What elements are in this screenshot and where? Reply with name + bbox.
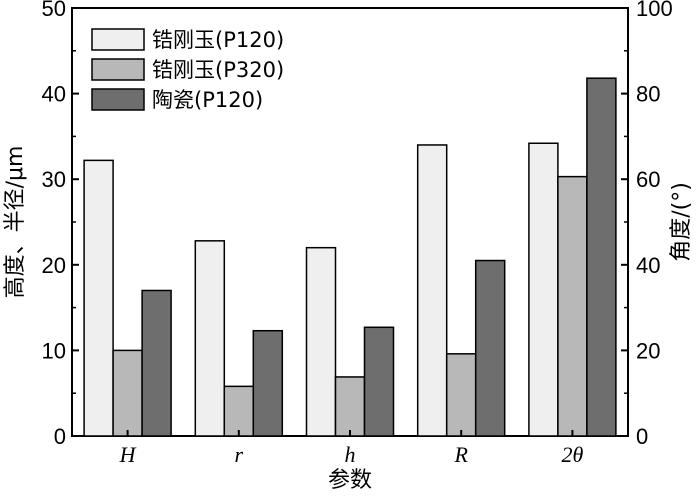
right-axis: 0 20 40 60 80 100 — [621, 0, 673, 449]
x-tick-label-3: R — [453, 442, 468, 467]
left-tick-label-3: 30 — [42, 167, 66, 192]
bar-2-0 — [305, 246, 337, 437]
bar-4-1 — [557, 175, 588, 437]
x-tick-label-0: H — [119, 442, 137, 467]
right-tick-label-2: 40 — [636, 253, 660, 278]
legend-swatch-1 — [91, 58, 145, 81]
left-tick-label-1: 10 — [42, 338, 66, 363]
legend-swatch-2 — [91, 88, 145, 111]
bar-2-2 — [363, 326, 395, 437]
legend-label-0: 锆刚玉(P120) — [152, 28, 284, 52]
y-axis-title: 高度、半径/μm — [3, 146, 28, 299]
right-tick-label-0: 0 — [636, 424, 648, 449]
bar-1-0 — [194, 240, 226, 437]
bar-0-1 — [112, 349, 143, 437]
right-tick-label-4: 80 — [636, 82, 660, 107]
bar-3-2 — [474, 259, 506, 437]
bar-1-2 — [252, 329, 284, 437]
left-tick-label-5: 50 — [42, 0, 66, 21]
bar-0-0 — [83, 159, 114, 437]
bar-3-0 — [416, 144, 448, 437]
x-axis-title: 参数 — [328, 468, 372, 493]
left-axis: 0 10 20 30 40 50 — [42, 0, 79, 449]
bar-4-0 — [528, 142, 559, 437]
legend: 锆刚玉(P120) 锆刚玉(P320) 陶瓷(P120) — [91, 28, 284, 112]
left-tick-label-2: 20 — [42, 253, 66, 278]
x-tick-label-2: h — [345, 442, 356, 467]
bars-group — [83, 77, 617, 437]
x-tick-label-4: 2θ — [561, 442, 583, 467]
bar-4-2 — [586, 77, 617, 437]
bar-3-1 — [445, 353, 477, 437]
right-tick-label-5: 100 — [636, 0, 673, 21]
bar-1-1 — [223, 385, 255, 437]
bar-0-2 — [141, 289, 172, 437]
legend-label-1: 锆刚玉(P320) — [152, 58, 284, 82]
x-tick-label-1: r — [235, 442, 244, 467]
left-tick-label-4: 40 — [42, 82, 66, 107]
right-tick-label-1: 20 — [636, 338, 660, 363]
bar-2-1 — [334, 376, 366, 437]
legend-label-2: 陶瓷(P120) — [152, 88, 263, 112]
right-tick-label-3: 60 — [636, 167, 660, 192]
y2-axis-title: 角度/(°) — [669, 182, 694, 262]
left-tick-label-0: 0 — [54, 424, 66, 449]
legend-swatch-0 — [91, 28, 145, 51]
